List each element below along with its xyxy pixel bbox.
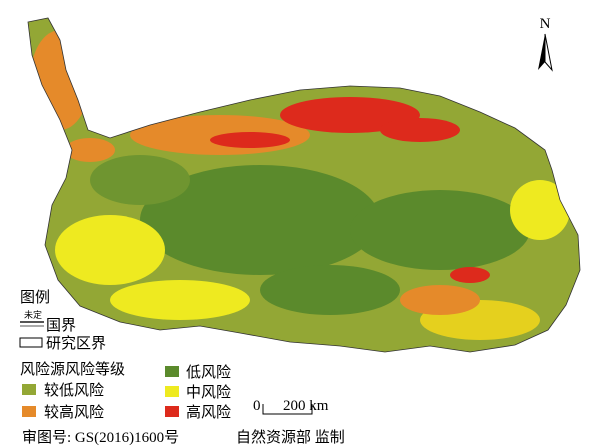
low-risk-area xyxy=(260,265,400,315)
legend-swatch xyxy=(165,406,179,417)
north-label: N xyxy=(540,16,551,32)
study-area-label: 研究区界 xyxy=(46,335,106,352)
legend-label: 中风险 xyxy=(186,384,231,401)
high-risk-area xyxy=(380,118,460,142)
producer: 自然资源部 监制 xyxy=(236,429,345,446)
scale-bar xyxy=(262,404,313,415)
study-area-outline xyxy=(27,17,581,353)
boundary-note: 未定 xyxy=(24,309,42,320)
legend-label: 较低风险 xyxy=(44,381,104,399)
legend-swatch xyxy=(22,384,36,395)
higher-risk-area xyxy=(400,285,480,315)
high-risk-area xyxy=(210,132,290,148)
high-risk-area xyxy=(280,97,420,133)
legend-title: 图例 xyxy=(20,289,50,306)
risk-legend-title: 风险源风险等级 xyxy=(20,360,125,378)
scale-end: 200 km xyxy=(283,398,329,414)
low-risk-area xyxy=(90,155,190,205)
medium-risk-area xyxy=(55,215,165,285)
legend-label: 较高风险 xyxy=(44,403,104,421)
low-risk-area xyxy=(350,190,530,270)
legend-label: 低风险 xyxy=(186,364,231,381)
low-risk-area xyxy=(140,165,380,275)
national-border-label: 国界 xyxy=(46,317,76,334)
approval-number: 审图号: GS(2016)1600号 xyxy=(22,429,179,446)
legend-label: 高风险 xyxy=(186,404,231,421)
higher-risk-area xyxy=(30,30,90,130)
legend-swatch xyxy=(165,386,179,397)
medium-risk-area xyxy=(110,280,250,320)
north-arrow-right xyxy=(544,33,553,72)
study-area-symbol xyxy=(19,337,43,348)
scale-start: 0 xyxy=(253,398,261,414)
medium-risk-area xyxy=(510,180,570,240)
legend-swatch xyxy=(165,366,179,377)
north-arrow-left xyxy=(538,34,545,70)
legend-swatch xyxy=(22,406,36,417)
high-risk-area xyxy=(450,267,490,283)
higher-risk-area xyxy=(65,138,115,162)
